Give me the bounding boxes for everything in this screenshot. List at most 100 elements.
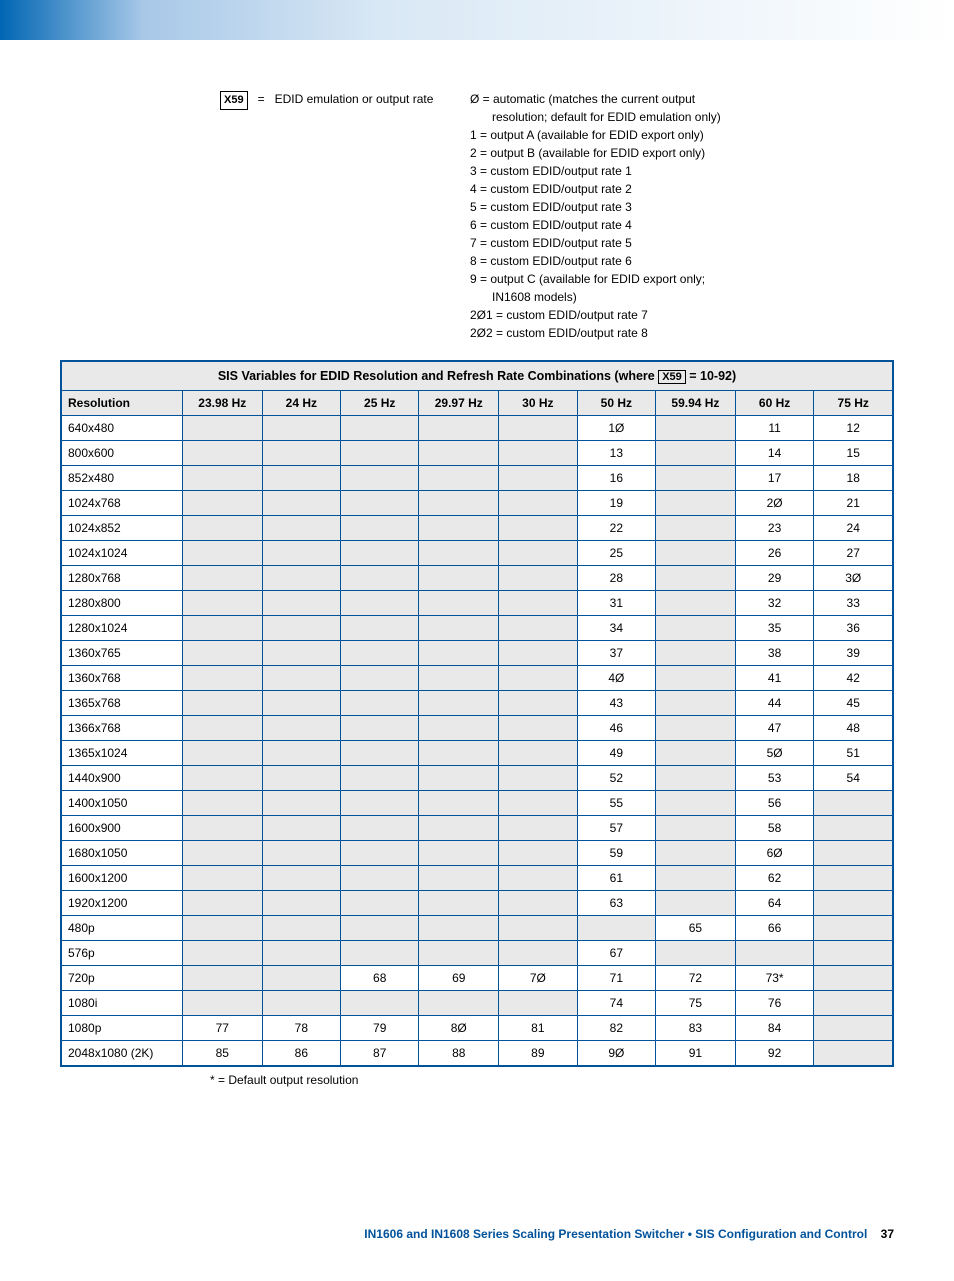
resolution-cell: 480p (61, 916, 182, 941)
value-cell (419, 716, 499, 741)
value-cell: 7Ø (499, 966, 578, 991)
value-cell (814, 866, 893, 891)
resolution-cell: 1280x800 (61, 591, 182, 616)
value-cell (656, 866, 736, 891)
definition-row: 7 = custom EDID/output rate 5 (470, 234, 894, 252)
value-cell (182, 991, 262, 1016)
value-cell: 79 (341, 1016, 419, 1041)
value-cell (419, 891, 499, 916)
resolution-cell: 1280x1024 (61, 616, 182, 641)
value-cell (499, 666, 578, 691)
definitions-block: X59 = EDID emulation or output rate Ø = … (220, 90, 894, 342)
value-cell (262, 716, 340, 741)
value-cell: 66 (735, 916, 814, 941)
resolution-cell: 852x480 (61, 466, 182, 491)
header-gradient (0, 0, 954, 40)
value-cell: 36 (814, 616, 893, 641)
value-cell (341, 941, 419, 966)
value-cell (341, 691, 419, 716)
resolution-cell: 1080i (61, 991, 182, 1016)
value-cell (499, 991, 578, 1016)
value-cell (341, 866, 419, 891)
column-header: 75 Hz (814, 391, 893, 416)
value-cell: 88 (419, 1041, 499, 1067)
value-cell (656, 416, 736, 441)
value-cell (262, 466, 340, 491)
value-cell (656, 666, 736, 691)
footer-text: IN1606 and IN1608 Series Scaling Present… (364, 1227, 867, 1241)
value-cell (656, 791, 736, 816)
table-row: 1280x76828293Ø (61, 566, 893, 591)
value-cell: 69 (419, 966, 499, 991)
resolution-cell: 1920x1200 (61, 891, 182, 916)
table-row: 2048x1080 (2K)85868788899Ø9192 (61, 1041, 893, 1067)
resolution-cell: 1280x768 (61, 566, 182, 591)
value-cell (341, 716, 419, 741)
value-cell (814, 1016, 893, 1041)
value-cell (182, 866, 262, 891)
value-cell (419, 691, 499, 716)
column-header: 23.98 Hz (182, 391, 262, 416)
value-cell: 39 (814, 641, 893, 666)
resolution-cell: 1365x1024 (61, 741, 182, 766)
value-cell (341, 616, 419, 641)
value-cell (182, 716, 262, 741)
value-cell (262, 966, 340, 991)
definition-row: 2 = output B (available for EDID export … (470, 144, 894, 162)
value-cell (262, 491, 340, 516)
resolution-cell: 576p (61, 941, 182, 966)
value-cell (814, 916, 893, 941)
table-row: 1600x9005758 (61, 816, 893, 841)
value-cell: 35 (735, 616, 814, 641)
table-header-row: Resolution23.98 Hz24 Hz25 Hz29.97 Hz30 H… (61, 391, 893, 416)
value-cell (341, 441, 419, 466)
table-row: 720p68697Ø717273* (61, 966, 893, 991)
value-cell: 54 (814, 766, 893, 791)
value-cell: 81 (499, 1016, 578, 1041)
value-cell (814, 891, 893, 916)
value-cell: 75 (656, 991, 736, 1016)
value-cell (182, 791, 262, 816)
value-cell (656, 741, 736, 766)
resolution-cell: 720p (61, 966, 182, 991)
value-cell: 41 (735, 666, 814, 691)
value-cell (814, 816, 893, 841)
value-cell (499, 641, 578, 666)
value-cell (182, 566, 262, 591)
column-header: 60 Hz (735, 391, 814, 416)
table-row: 1600x12006162 (61, 866, 893, 891)
value-cell (656, 691, 736, 716)
value-cell: 74 (577, 991, 656, 1016)
table-row: 480p6566 (61, 916, 893, 941)
value-cell: 1Ø (577, 416, 656, 441)
value-cell (499, 816, 578, 841)
value-cell: 64 (735, 891, 814, 916)
definition-row: 4 = custom EDID/output rate 2 (470, 180, 894, 198)
value-cell: 47 (735, 716, 814, 741)
value-cell (499, 741, 578, 766)
table-row: 1366x768464748 (61, 716, 893, 741)
value-cell: 52 (577, 766, 656, 791)
table-body: 640x4801Ø1112800x600131415852x4801617181… (61, 416, 893, 1067)
value-cell: 67 (577, 941, 656, 966)
value-cell: 59 (577, 841, 656, 866)
value-cell (499, 841, 578, 866)
definition-left: X59 = EDID emulation or output rate (220, 90, 470, 342)
table-title: SIS Variables for EDID Resolution and Re… (61, 361, 893, 391)
value-cell: 24 (814, 516, 893, 541)
value-cell: 33 (814, 591, 893, 616)
value-cell: 55 (577, 791, 656, 816)
resolution-cell: 1366x768 (61, 716, 182, 741)
value-cell (182, 966, 262, 991)
value-cell (814, 966, 893, 991)
column-header: Resolution (61, 391, 182, 416)
value-cell: 4Ø (577, 666, 656, 691)
value-cell: 45 (814, 691, 893, 716)
value-cell (656, 841, 736, 866)
value-cell: 62 (735, 866, 814, 891)
column-header: 30 Hz (499, 391, 578, 416)
value-cell (656, 941, 736, 966)
def-left-text: EDID emulation or output rate (275, 92, 434, 106)
value-cell: 12 (814, 416, 893, 441)
value-cell (262, 516, 340, 541)
